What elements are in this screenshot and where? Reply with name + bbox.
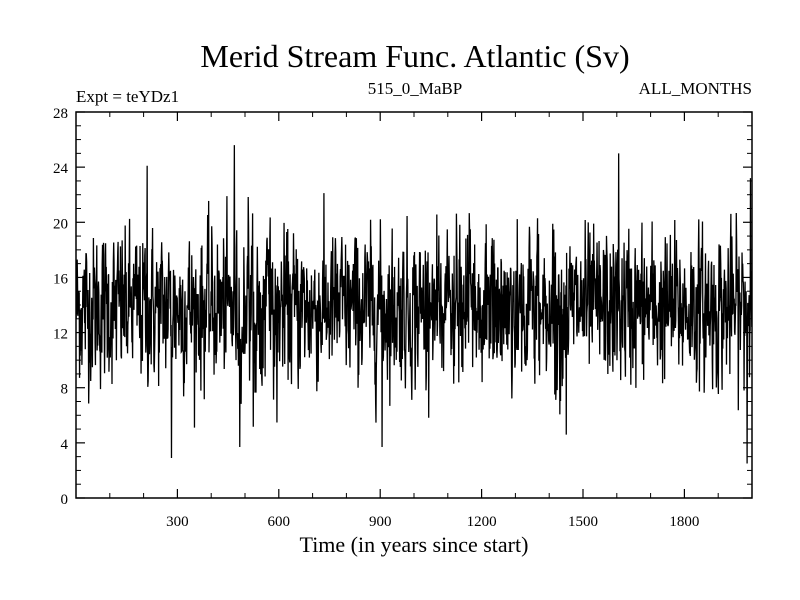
y-tick-label: 20 — [53, 216, 68, 232]
months-label: ALL_MONTHS — [639, 79, 752, 98]
y-tick-label: 12 — [53, 327, 68, 343]
y-tick-label: 28 — [53, 106, 68, 122]
y-tick-label: 4 — [61, 437, 69, 453]
y-tick-label: 0 — [61, 492, 69, 508]
x-tick-label: 600 — [268, 514, 291, 530]
expt-label: Expt = teYDz1 — [76, 87, 179, 106]
series-line — [75, 145, 753, 464]
x-tick-label: 1200 — [467, 514, 497, 530]
x-tick-label: 900 — [369, 514, 392, 530]
y-tick-label: 16 — [53, 271, 69, 287]
series-layer — [75, 145, 753, 464]
y-tick-label: 8 — [61, 382, 69, 398]
x-axis: 300 600 900 1200 1500 1800 — [109, 112, 719, 530]
chart-title: Merid Stream Func. Atlantic (Sv) — [200, 38, 629, 74]
x-tick-label: 1800 — [669, 514, 699, 530]
y-tick-label: 24 — [53, 161, 69, 177]
x-tick-label: 1500 — [568, 514, 598, 530]
x-axis-label: Time (in years since start) — [300, 532, 529, 557]
plot-frame — [75, 111, 753, 499]
x-tick-label: 300 — [166, 514, 189, 530]
period-label: 515_0_MaBP — [368, 79, 462, 98]
